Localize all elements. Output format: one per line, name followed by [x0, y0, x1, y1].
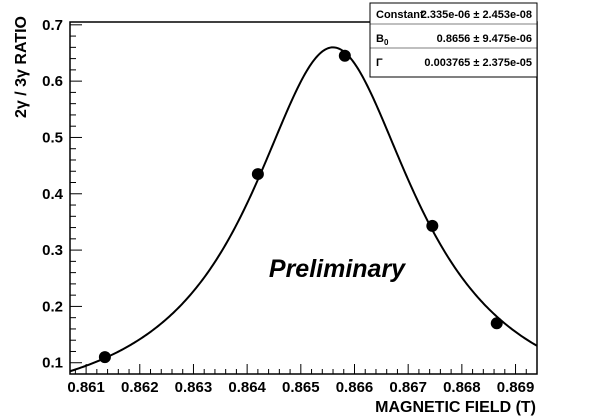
y-tick-label: 0.1	[42, 355, 63, 372]
x-tick-label: 0.867	[389, 379, 427, 396]
x-tick-label: 0.865	[282, 379, 320, 396]
y-tick-label: 0.7	[42, 17, 63, 34]
stats-param-name: Γ	[376, 57, 383, 69]
stats-param-subscript: 0	[384, 38, 389, 47]
y-tick-label: 0.5	[42, 129, 63, 146]
y-tick-label: 0.6	[42, 73, 63, 90]
stats-box-border	[369, 2, 538, 78]
fit-curve	[69, 46, 538, 373]
y-tick-label: 0.2	[42, 298, 63, 315]
y-tick-label: 0.3	[42, 242, 63, 259]
y-axis-title: 2γ / 3γ RATIO	[13, 16, 30, 118]
stats-param-name: Constant	[376, 9, 424, 21]
annotation-preliminary: Preliminary	[269, 255, 406, 283]
data-point	[490, 317, 503, 330]
x-tick-label: 0.863	[175, 379, 213, 396]
x-tick-label: 0.862	[121, 379, 159, 396]
plot-frame	[69, 21, 538, 375]
x-tick-label: 0.861	[67, 379, 105, 396]
stats-param-value: 0.8656 ± 9.475e-06	[437, 33, 532, 45]
x-tick-label: 0.869	[497, 379, 535, 396]
x-tick-label: 0.866	[336, 379, 374, 396]
x-tick-label: 0.868	[443, 379, 481, 396]
stats-param-value: 2.335e-06 ± 2.453e-08	[421, 9, 532, 21]
x-tick-label: 0.864	[228, 379, 266, 396]
data-point	[426, 219, 439, 232]
tick-labels: 0.861 0.862 0.863 0.864 0.865 0.866 0.867 0.868…	[42, 17, 534, 396]
data-point	[98, 351, 111, 364]
data-point	[338, 49, 351, 62]
data-points	[98, 49, 503, 364]
stats-param-value: 0.003765 ± 2.375e-05	[424, 57, 532, 69]
y-tick-label: 0.4	[42, 186, 64, 203]
x-axis-title: MAGNETIC FIELD (T)	[375, 399, 536, 416]
data-point	[251, 168, 264, 181]
